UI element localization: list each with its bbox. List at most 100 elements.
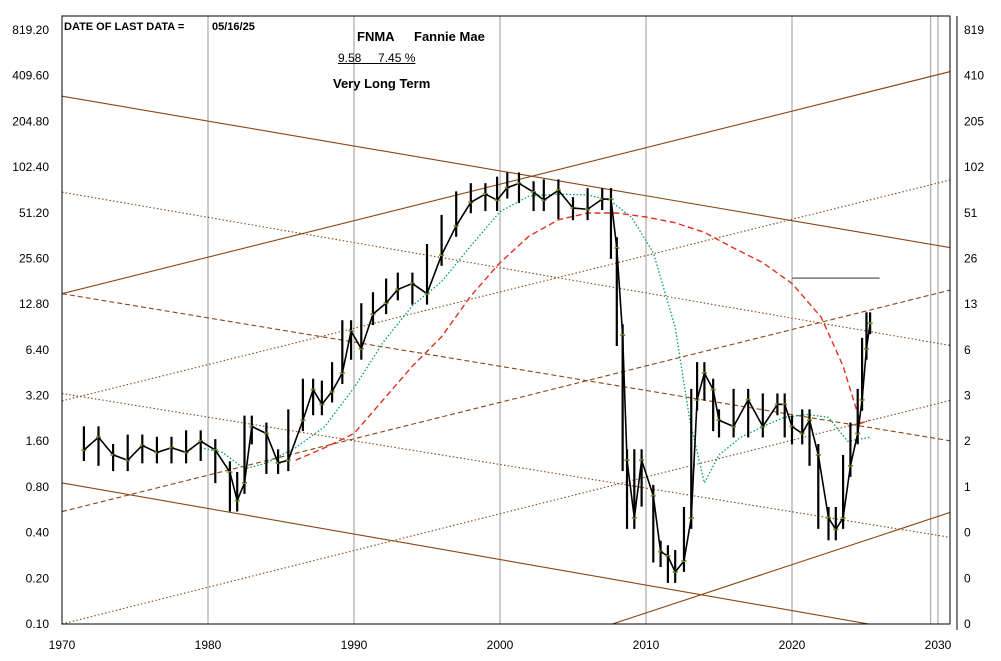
price-segment	[141, 444, 158, 454]
price-segment	[616, 247, 624, 336]
y-tick-label-left: 0.40	[26, 526, 50, 540]
trendline-dotted	[62, 191, 950, 346]
price-segment	[440, 225, 457, 256]
price-segment	[683, 517, 693, 562]
price-segment	[518, 182, 534, 193]
y-tick-label-right: 26	[964, 251, 978, 265]
stat-price: 9.58	[338, 51, 362, 65]
y-tick-label-right: 819	[964, 23, 984, 37]
y-tick-label-right: 3	[964, 389, 971, 403]
price-segment	[674, 560, 685, 573]
y-tick-label-right: 6	[964, 343, 971, 357]
price-segment	[455, 201, 472, 227]
y-tick-label-left: 3.20	[26, 389, 50, 403]
price-segment	[718, 419, 734, 428]
price-segment	[360, 313, 374, 350]
y-tick-label-left: 6.40	[26, 343, 50, 357]
price-segment	[302, 389, 314, 421]
vertical-grid	[61, 16, 939, 624]
y-tick-label-left: 0.20	[26, 571, 50, 585]
trendline-dashed	[62, 293, 950, 442]
price-segment	[236, 482, 246, 501]
price-segment	[127, 444, 143, 461]
price-segment	[817, 454, 830, 519]
price-segment	[842, 465, 852, 519]
y-tick-label-left: 25.60	[19, 251, 49, 265]
moving-average-short	[200, 193, 871, 485]
y-tick-label-right: 410	[964, 69, 984, 83]
moving-averages	[200, 193, 871, 485]
y-tick-label-right: 51	[964, 206, 978, 220]
price-segment	[640, 459, 655, 496]
price-segment	[312, 389, 323, 405]
price-segment	[83, 436, 100, 451]
price-segment	[587, 198, 603, 210]
price-segment	[633, 460, 643, 519]
price-segment	[696, 372, 706, 401]
price-segment	[372, 302, 387, 315]
price-segment	[690, 399, 698, 518]
price-segment	[385, 288, 399, 304]
last-data-date: 05/16/25	[212, 21, 255, 33]
y-tick-label-right: 0	[964, 571, 971, 585]
price-stats: 9.58 7.45 %	[338, 51, 415, 65]
x-tick-label: 2030	[925, 638, 952, 652]
x-tick-label: 2010	[633, 638, 660, 652]
price-segment	[533, 191, 545, 201]
price-segment	[732, 399, 749, 427]
y-tick-label-right: 1	[964, 480, 971, 494]
last-data-label: DATE OF LAST DATA =	[64, 21, 185, 33]
y-tick-label-left: 409.60	[12, 69, 49, 83]
y-tick-label-left: 1.60	[26, 434, 50, 448]
price-segment	[411, 282, 428, 295]
y-tick-label-right: 205	[964, 114, 984, 128]
trendline-dotted	[62, 392, 950, 538]
y-tick-label-left: 0.80	[26, 480, 50, 494]
price-segment	[321, 391, 333, 405]
price-segment	[827, 517, 837, 530]
price-segment	[214, 449, 231, 473]
price-segment	[265, 433, 279, 464]
stat-percent: 7.45 %	[378, 51, 416, 65]
price-segment	[703, 372, 714, 391]
price-segment	[849, 433, 859, 467]
price-segment	[621, 335, 628, 461]
trendline-dotted	[62, 399, 950, 624]
moving-average-long	[295, 212, 870, 461]
price-bars	[81, 172, 873, 583]
price-segment	[747, 399, 764, 427]
trendline	[610, 511, 950, 624]
y-tick-label-left: 12.80	[19, 297, 49, 311]
x-tick-label: 1980	[195, 638, 222, 652]
trendline	[62, 482, 872, 624]
ticker-symbol: FNMA	[357, 29, 395, 44]
price-segment	[97, 436, 114, 456]
y-tick-label-left: 204.80	[12, 114, 49, 128]
price-segment	[652, 495, 662, 552]
price-segment	[243, 426, 253, 484]
price-segment	[543, 189, 559, 201]
y-tick-label-right: 0	[964, 617, 971, 631]
price-segment	[287, 419, 304, 461]
x-tick-label: 2000	[487, 638, 514, 652]
price-segment	[835, 517, 844, 530]
trendline	[62, 95, 950, 249]
price-segment	[341, 330, 352, 374]
price-segment	[251, 425, 267, 435]
price-segment	[350, 330, 362, 350]
price-segment	[783, 404, 793, 427]
y-tick-label-left: 102.40	[12, 160, 49, 174]
price-segment	[626, 460, 636, 519]
trendline-dashed	[62, 289, 950, 513]
axis-ticks: 1970 1980 1990 2000 2010 2020 2030819.20409.60…	[12, 23, 984, 652]
trendline-dotted	[62, 179, 950, 402]
y-tick-label-left: 819.20	[12, 23, 49, 37]
x-tick-label: 1970	[49, 638, 76, 652]
price-segment	[557, 189, 574, 209]
price-segment	[200, 440, 216, 451]
y-tick-label-left: 0.10	[26, 617, 50, 631]
price-segment	[762, 403, 779, 427]
horizon-label: Very Long Term	[333, 76, 431, 91]
x-tick-label: 1990	[341, 638, 368, 652]
